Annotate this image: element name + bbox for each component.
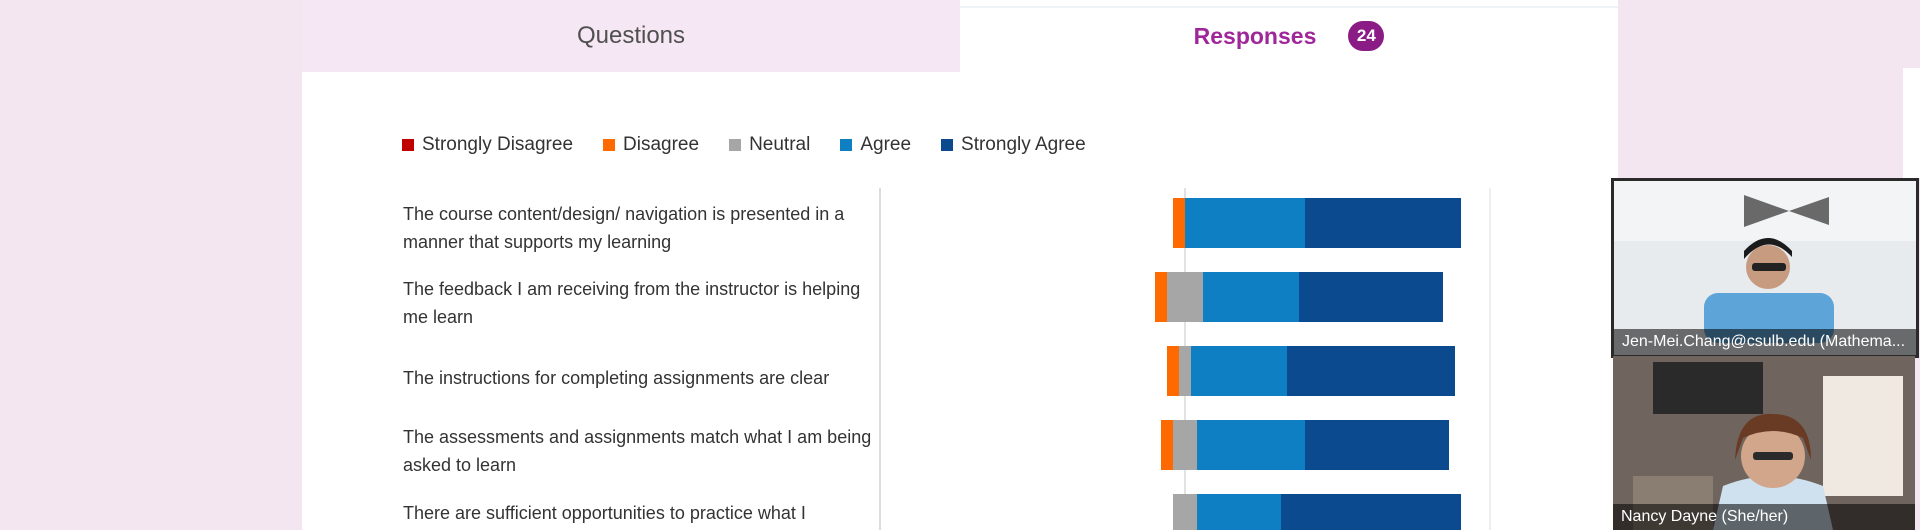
legend-swatch xyxy=(941,139,954,151)
chart-legend: Strongly Disagree Disagree Neutral Agree… xyxy=(402,134,1086,156)
video-tile-participant-2[interactable]: Nancy Dayne (She/her) xyxy=(1613,356,1915,530)
participant-video-icon xyxy=(1614,181,1916,355)
legend-label: Neutral xyxy=(749,134,811,155)
legend-label: Strongly Agree xyxy=(961,134,1086,155)
video-tile-participant-1[interactable]: Jen-Mei.Chang@csulb.edu (Mathema... xyxy=(1611,178,1919,358)
participant-name: Nancy Dayne (She/her) xyxy=(1613,504,1915,530)
tab-questions[interactable]: Questions xyxy=(302,0,960,72)
legend-swatch xyxy=(402,139,414,151)
legend-swatch xyxy=(603,139,616,151)
legend-item-strongly-agree: Strongly Agree xyxy=(941,134,1086,156)
question-label: The instructions for completing assignme… xyxy=(403,368,830,388)
question-label: The feedback I am receiving from the ins… xyxy=(403,279,861,327)
question-label: The course content/design/ navigation is… xyxy=(403,204,845,252)
question-label: There are sufficient opportunities to pr… xyxy=(403,503,806,523)
legend-swatch xyxy=(729,139,742,151)
label-chart-divider xyxy=(879,188,881,530)
legend-item-strongly-disagree: Strongly Disagree xyxy=(402,134,573,156)
tab-divider xyxy=(960,6,1618,8)
responses-count-badge: 24 xyxy=(1348,21,1385,51)
tab-responses[interactable]: Responses 24 xyxy=(960,0,1618,72)
legend-swatch xyxy=(840,139,853,151)
screen-edge xyxy=(1903,68,1920,178)
tab-responses-label: Responses xyxy=(1193,22,1317,49)
participant-name: Jen-Mei.Chang@csulb.edu (Mathema... xyxy=(1614,329,1916,355)
legend-label: Strongly Disagree xyxy=(422,134,574,155)
legend-label: Agree xyxy=(860,134,912,155)
question-label: The assessments and assignments match wh… xyxy=(403,427,872,475)
tab-questions-label: Questions xyxy=(576,22,686,49)
legend-item-disagree: Disagree xyxy=(603,134,699,156)
legend-label: Disagree xyxy=(623,134,700,155)
legend-item-neutral: Neutral xyxy=(729,134,810,156)
legend-item-agree: Agree xyxy=(840,134,911,156)
